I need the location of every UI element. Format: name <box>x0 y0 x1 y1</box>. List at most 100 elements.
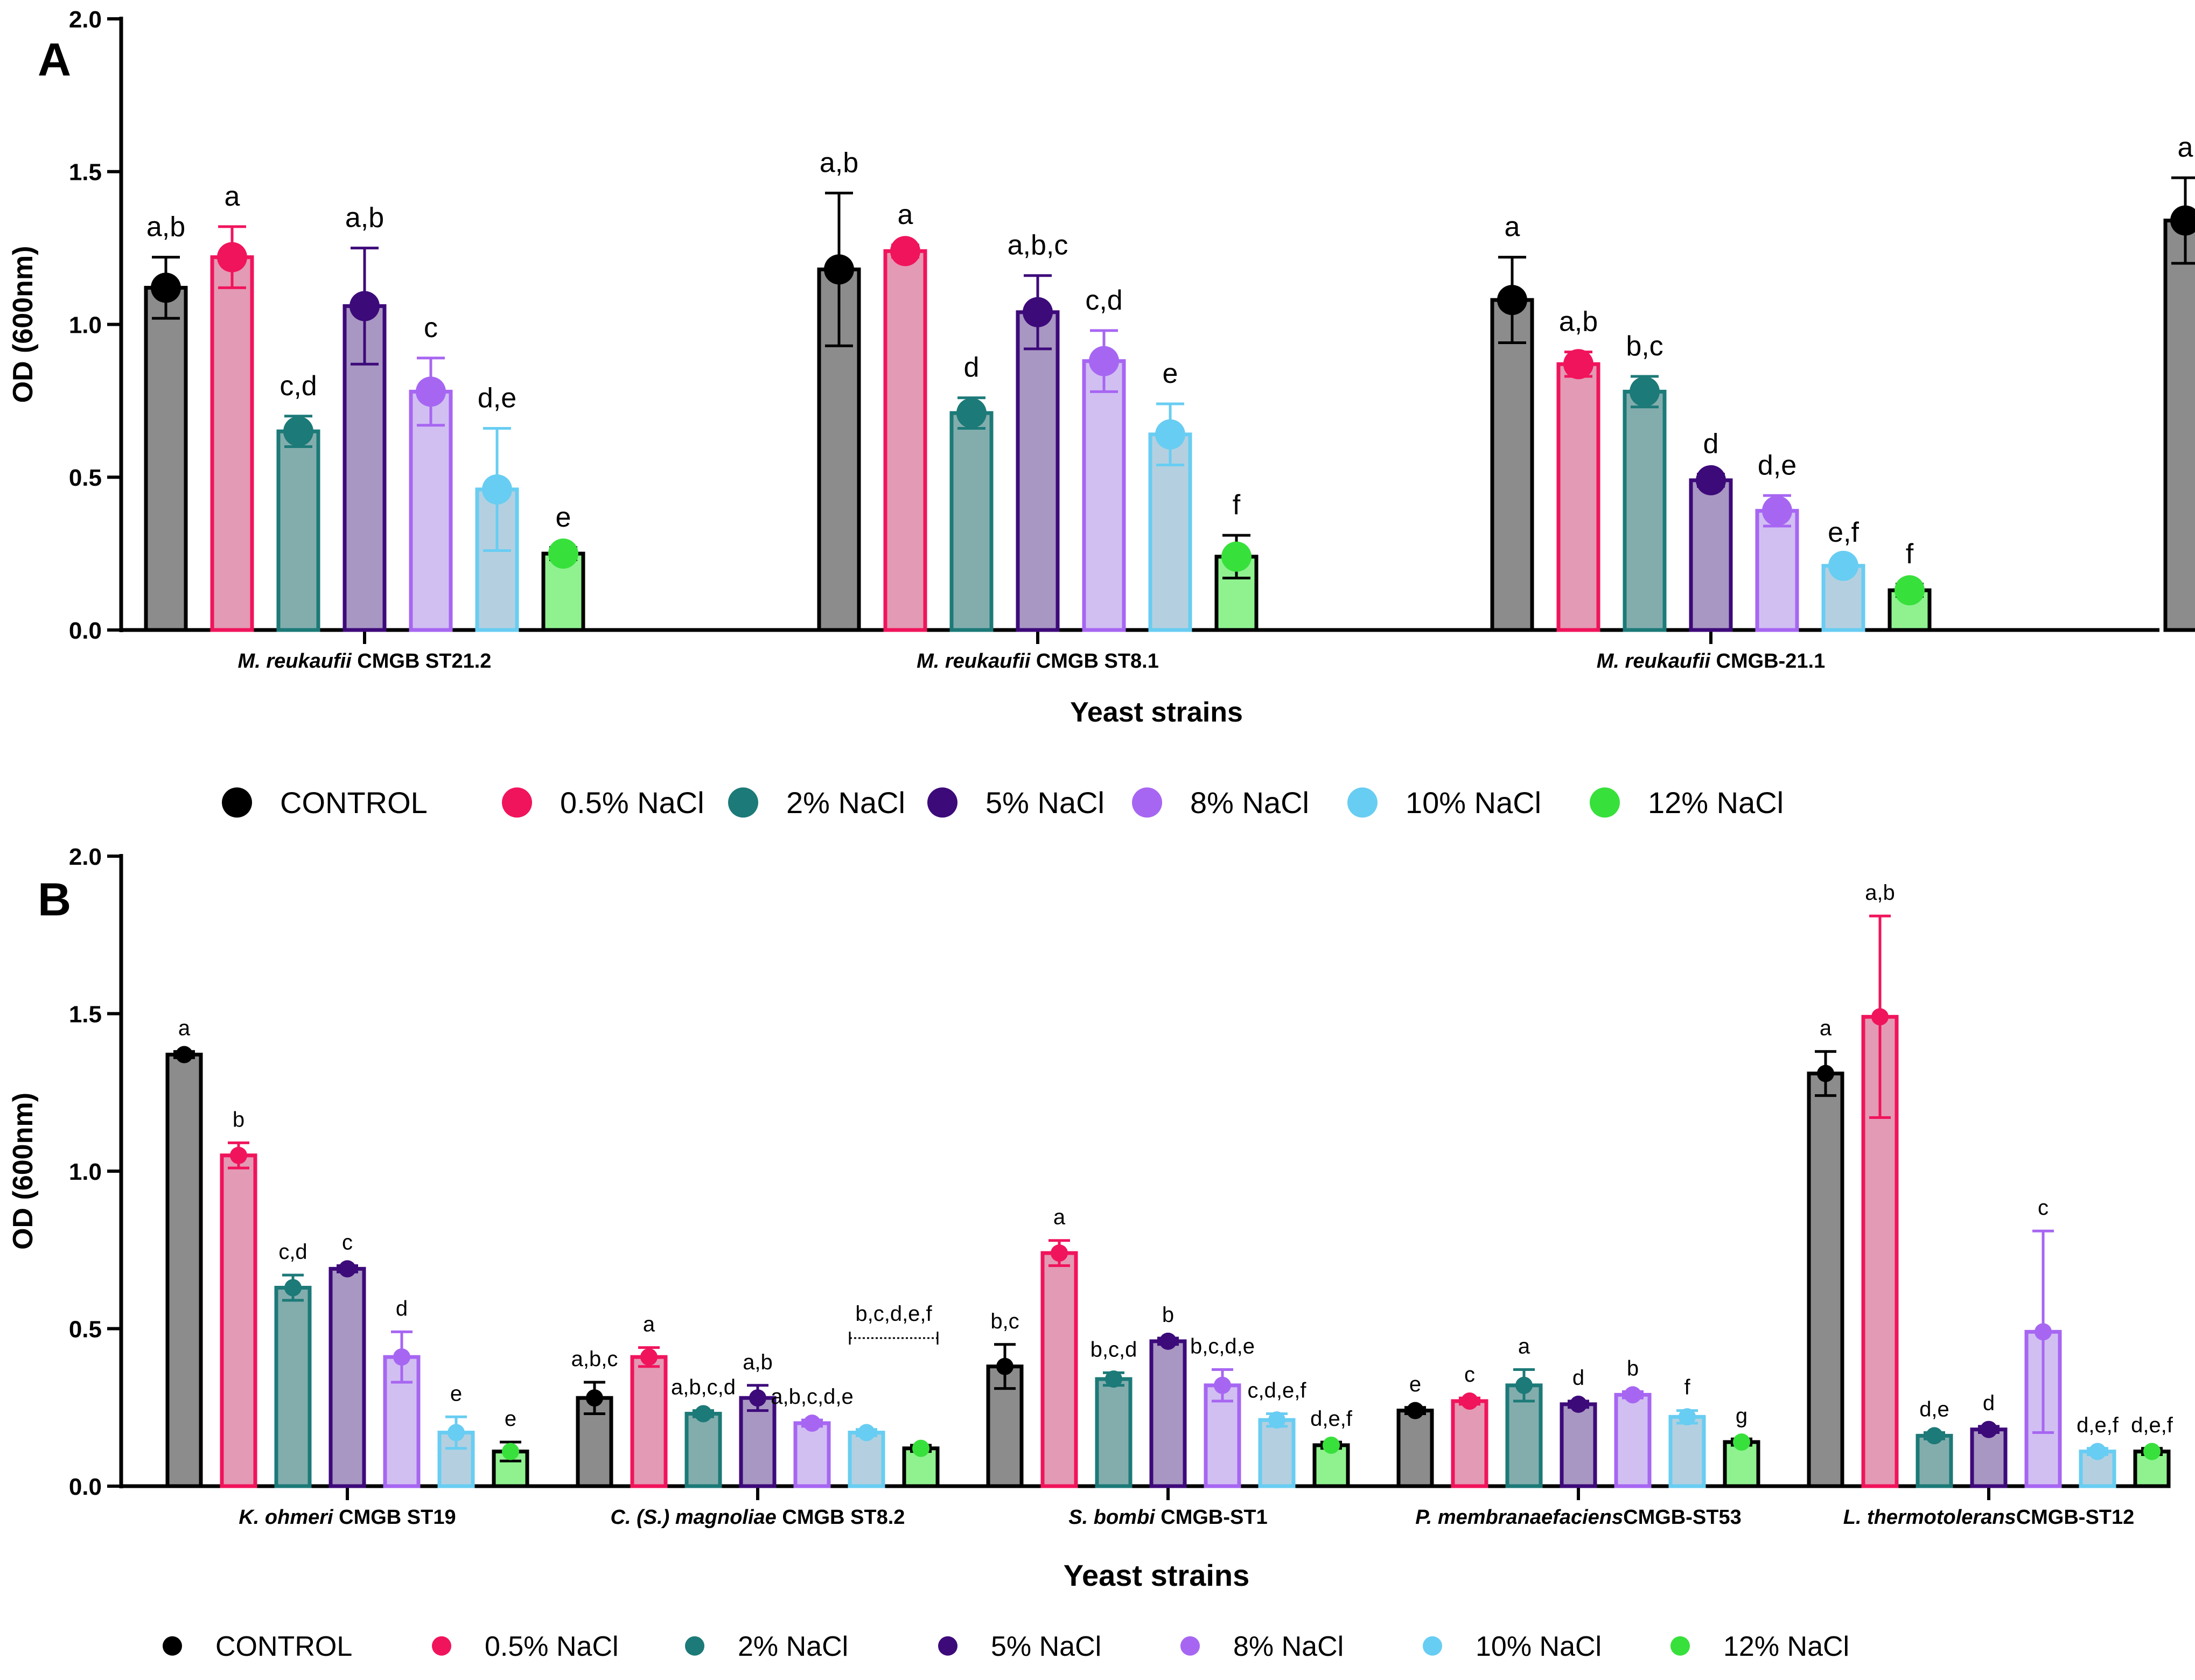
significance-letter: b,c,d,e <box>1190 1335 1255 1359</box>
significance-letter: d,e,f <box>2077 1413 2119 1437</box>
legend-marker <box>163 1636 182 1656</box>
mean-marker <box>1895 575 1925 606</box>
legend-item: 8% NaCl <box>1180 1631 1344 1662</box>
strain-label: P. membranaefaciensCMGB-ST53 <box>1415 1506 1741 1529</box>
strain-label: K. ohmeri CMGB ST19 <box>239 1506 456 1529</box>
significance-letter: d,e <box>478 382 516 414</box>
significance-letter: c <box>424 312 438 344</box>
significance-letter: g <box>1736 1404 1747 1427</box>
bar <box>1490 298 1534 632</box>
significance-letter: e <box>1163 358 1178 389</box>
legend: CONTROL 0.5% NaCl 2% NaCl 5% NaCl 8% NaCl 10%… <box>222 786 1784 820</box>
legend-item: 12% NaCl <box>1670 1631 1849 1662</box>
mean-marker <box>1563 349 1593 380</box>
bar <box>409 389 453 632</box>
mean-marker <box>1497 285 1527 316</box>
significance-letter: a,b <box>820 147 858 178</box>
mean-marker <box>217 242 247 272</box>
legend-label: CONTROL <box>215 1631 352 1662</box>
legend-label: 5% NaCl <box>991 1631 1101 1662</box>
legend-label: 8% NaCl <box>1190 786 1309 820</box>
bar <box>276 429 320 632</box>
mean-marker <box>1051 1244 1068 1262</box>
bar <box>1040 1251 1078 1488</box>
significance-letter: a <box>225 181 240 212</box>
legend-item: 10% NaCl <box>1347 786 1541 820</box>
significance-letter: c,d,e,f <box>1248 1378 1307 1402</box>
y-tick-label: 2.0 <box>69 6 102 33</box>
mean-marker <box>1105 1370 1122 1388</box>
bar <box>1755 509 1799 632</box>
legend-label: 0.5% NaCl <box>485 1631 619 1662</box>
legend-marker <box>1670 1636 1690 1656</box>
mean-marker <box>1980 1420 1997 1438</box>
panel-a: A 0.0 0.5 1.0 1.5 2.0 OD (600nm) a,b a c,d a,b c d,e… <box>8 6 2195 820</box>
mean-marker <box>2035 1323 2052 1341</box>
bar <box>1451 1399 1488 1488</box>
strain-label: M. reukaufii CMGB-21.1 <box>1597 650 1825 673</box>
legend-item: 0.5% NaCl <box>502 786 704 820</box>
strain-code: CMGB-ST12 <box>2016 1506 2135 1529</box>
legend-item: 2% NaCl <box>728 786 905 820</box>
mean-marker <box>824 254 854 285</box>
mean-marker <box>1871 1008 1889 1026</box>
legend-marker <box>1347 787 1378 818</box>
significance-letter: f <box>1684 1376 1690 1399</box>
strain-code: CMGB ST8.2 <box>777 1506 905 1529</box>
bar <box>144 285 188 632</box>
strain-label: M. reukaufii CMGB ST8.1 <box>917 650 1159 673</box>
bar <box>684 1411 722 1488</box>
strain-code: CMGB ST8.1 <box>1030 650 1159 673</box>
y-tick-label: 0.5 <box>69 465 102 491</box>
significance-letter: e <box>450 1382 462 1405</box>
bar <box>1623 389 1667 632</box>
significance-letter: a <box>898 199 913 230</box>
strain-label: L. thermotoleransCMGB-ST12 <box>1843 1506 2135 1529</box>
legend-item: 5% NaCl <box>927 786 1105 820</box>
y-tick-label: 2.0 <box>69 844 102 870</box>
mean-marker <box>1696 465 1726 495</box>
strain-label: M. reukaufii CMGB ST21.2 <box>238 650 492 673</box>
bar <box>1082 359 1126 632</box>
bar <box>1689 478 1733 632</box>
legend-item: 10% NaCl <box>1423 1631 1602 1662</box>
legend-marker <box>222 787 252 818</box>
bar <box>541 551 585 632</box>
bar <box>739 1396 777 1488</box>
significance-letter: a,b,c,d <box>671 1376 736 1399</box>
strain-species: S. bombi <box>1068 1506 1156 1529</box>
mean-marker <box>1817 1065 1834 1082</box>
mean-marker <box>2089 1443 2106 1460</box>
significance-letter: d <box>1983 1391 1995 1415</box>
significance-letter: d <box>1572 1366 1584 1390</box>
mean-marker <box>1155 419 1185 450</box>
bar <box>630 1355 668 1488</box>
mean-marker <box>1515 1376 1533 1394</box>
legend-label: 5% NaCl <box>985 786 1105 820</box>
y-tick-label: 0.0 <box>69 618 102 644</box>
mean-marker <box>1089 346 1119 376</box>
y-tick-label: 1.0 <box>69 312 102 338</box>
significance-letter: c,d <box>278 1240 307 1264</box>
bar <box>848 1431 885 1488</box>
mean-marker <box>803 1415 821 1432</box>
strain-species: P. membranaefaciens <box>1415 1506 1623 1529</box>
strain-species: L. thermotolerans <box>1843 1506 2016 1529</box>
significance-letter: e <box>556 502 571 533</box>
mean-marker <box>996 1357 1013 1375</box>
mean-marker <box>1214 1376 1231 1394</box>
significance-letter: b <box>1162 1303 1174 1327</box>
significance-letter: b <box>233 1108 244 1131</box>
mean-marker <box>890 236 920 267</box>
legend-marker <box>1180 1636 1200 1656</box>
strain-code: CMGB ST21.2 <box>352 650 492 673</box>
strain-code: CMGB-ST1 <box>1155 1506 1268 1529</box>
bar <box>1148 432 1192 632</box>
legend-label: 2% NaCl <box>738 1631 848 1662</box>
bar <box>1095 1377 1133 1488</box>
significance-letter: a <box>1505 212 1520 243</box>
legend-label: CONTROL <box>280 786 428 820</box>
mean-marker <box>1407 1402 1424 1419</box>
significance-letter: a <box>2178 132 2193 163</box>
